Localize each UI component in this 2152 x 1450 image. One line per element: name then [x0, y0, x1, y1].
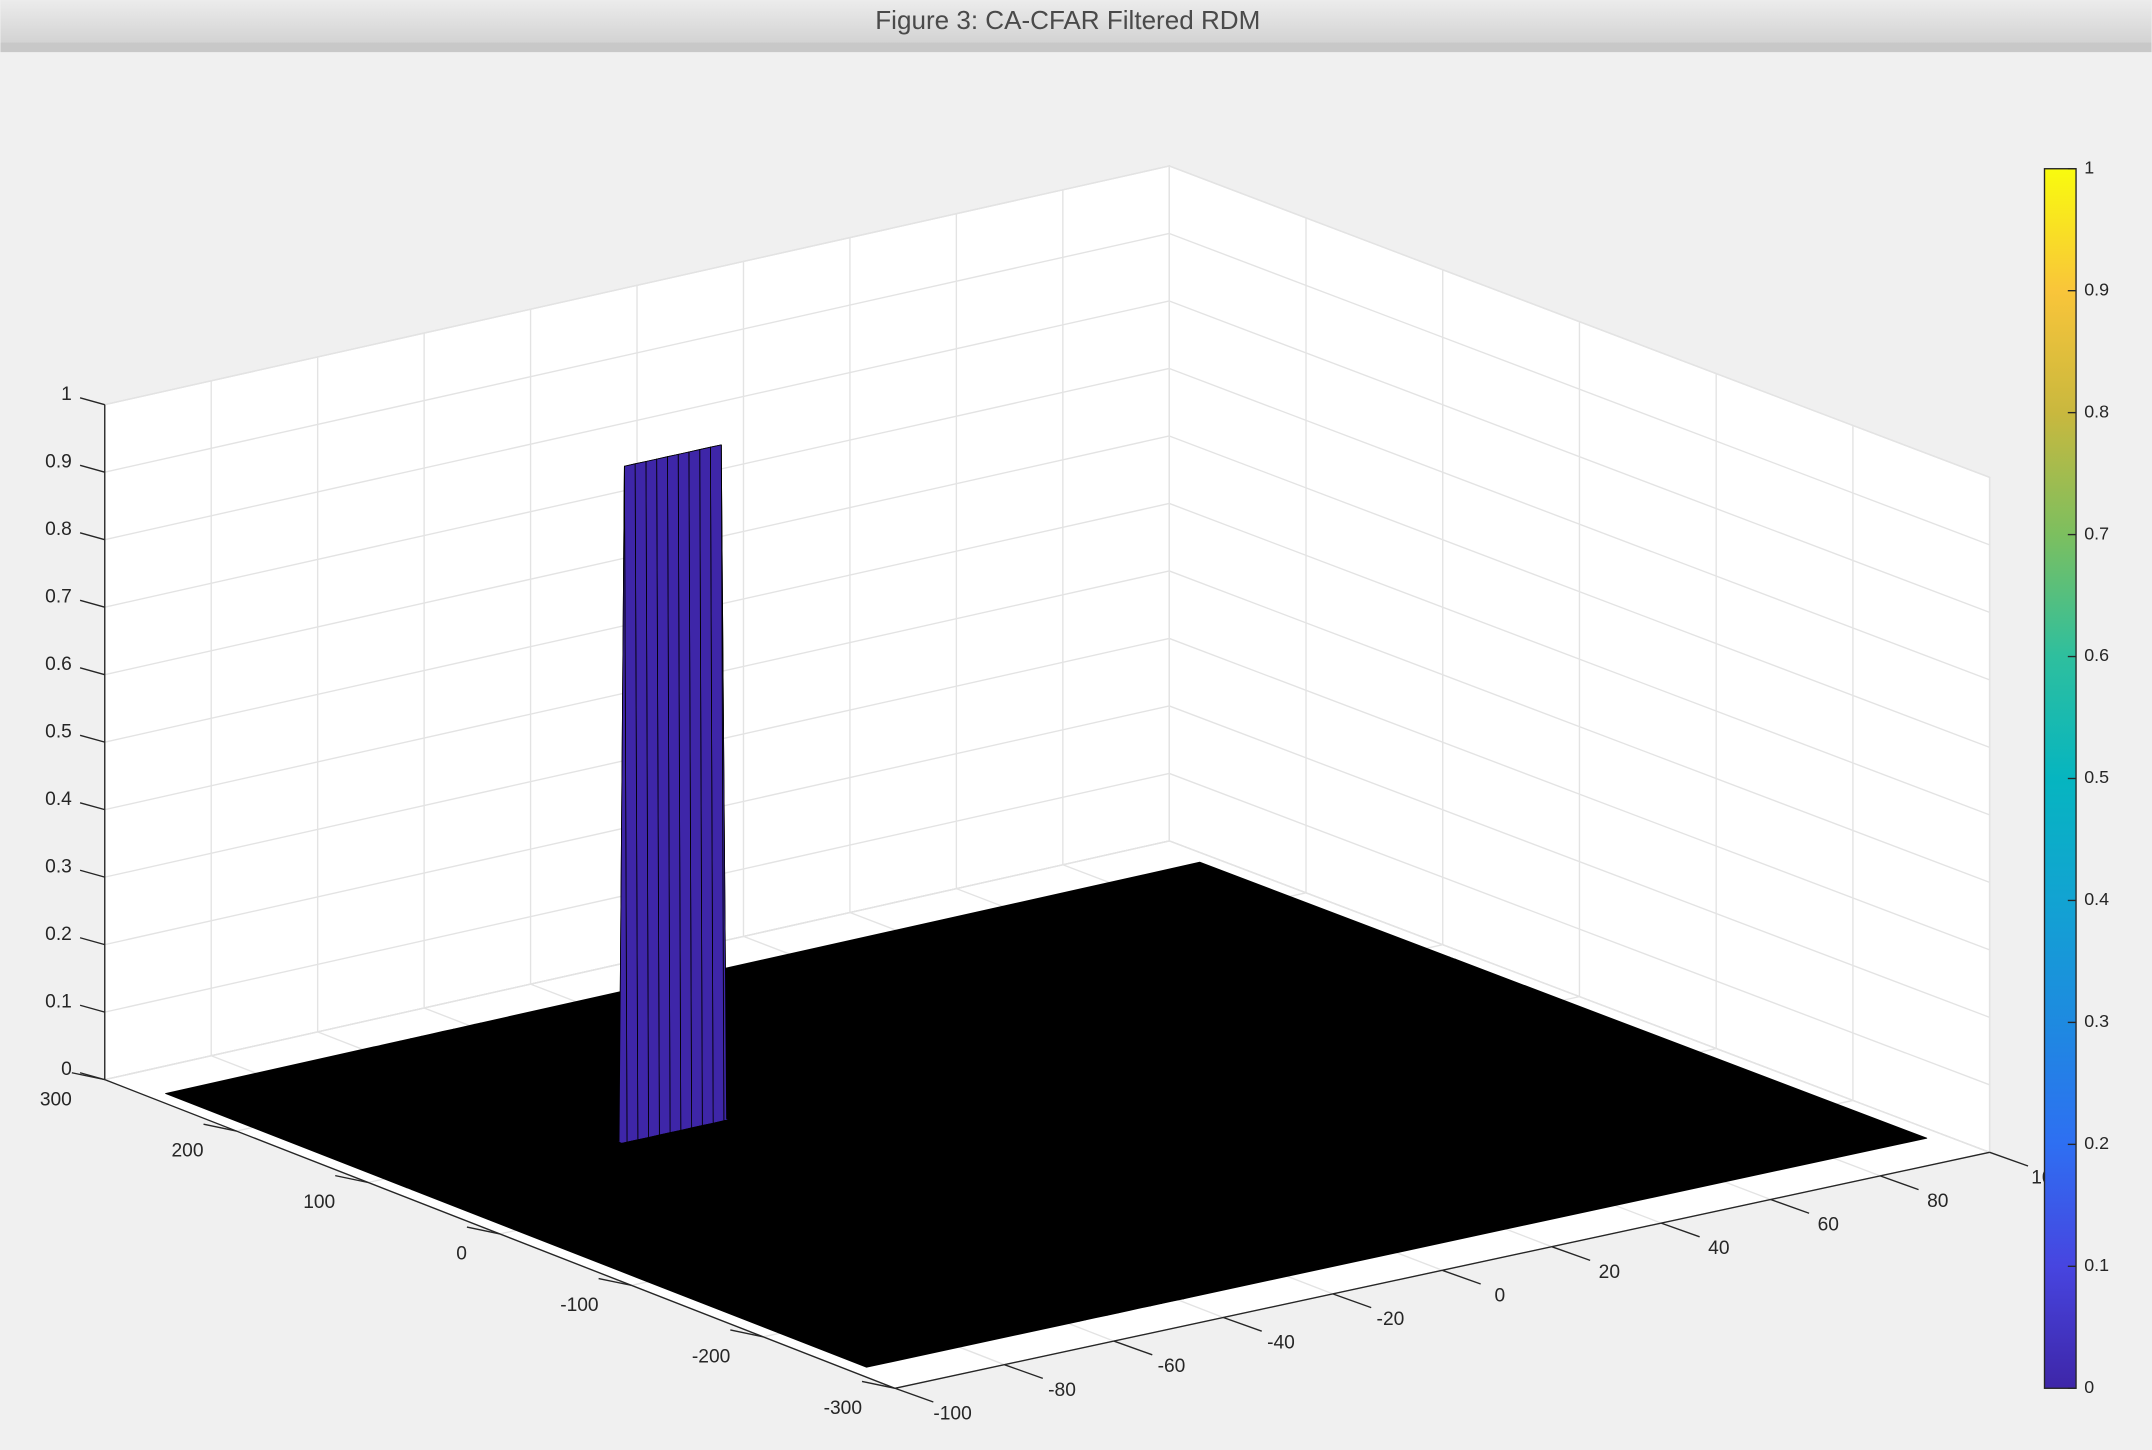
tick-mark	[1332, 1293, 1372, 1309]
window-title: Figure 3: CA-CFAR Filtered RDM	[875, 5, 1260, 35]
grid-line	[1169, 502, 1990, 816]
tick-mark	[79, 397, 105, 406]
colorbar-tick-label: 0	[2084, 1377, 2094, 1397]
axes: 00.10.20.30.40.50.60.70.80.91-300-200-10…	[40, 164, 2063, 1424]
x-tick-label: -40	[1267, 1333, 1295, 1354]
colorbar-tick-label: 0.6	[2084, 645, 2109, 665]
tick-mark	[79, 869, 105, 878]
z-tick-label: 0.1	[45, 992, 72, 1013]
colorbar-tick-label: 1	[2084, 157, 2094, 177]
x-tick-label: 20	[1599, 1262, 1620, 1283]
tick-mark	[79, 532, 105, 541]
tick-mark	[203, 1123, 237, 1132]
tick-mark	[1113, 1340, 1153, 1356]
colorbar-tick-label: 0.5	[2084, 767, 2109, 787]
grid-line	[1169, 570, 1990, 883]
tick-mark	[79, 734, 105, 743]
grid-line	[1169, 705, 1990, 1018]
colorbar-tick-label: 0.1	[2084, 1255, 2109, 1275]
surface-face	[411, 1142, 1081, 1368]
y-tick-label: -300	[824, 1398, 862, 1419]
tick-mark	[79, 937, 105, 946]
y-tick-label: 100	[303, 1192, 335, 1213]
tick-mark	[79, 802, 105, 811]
tick-mark	[1551, 1246, 1591, 1262]
z-tick-label: 0.3	[45, 857, 72, 878]
colorbar: 0 0.1 0.2 0.3 0.4 0.5 0.6 0.7 0.8 0.9 1	[2043, 157, 2109, 1397]
y-tick-label: 0	[456, 1244, 467, 1265]
x-tick-label: -100	[933, 1403, 971, 1424]
tick-mark	[71, 1072, 105, 1081]
z-tick-label: 0	[61, 1059, 72, 1080]
tick-mark	[894, 1387, 934, 1403]
z-tick-label: 0.7	[45, 587, 72, 608]
title-bar	[0, 0, 2152, 43]
y-tick-label: 200	[172, 1141, 204, 1162]
grid-line	[104, 300, 1170, 541]
z-tick-label: 0.5	[45, 722, 72, 743]
colorbar-tick-label: 0.8	[2084, 401, 2109, 421]
z-tick-label: 0.4	[45, 789, 72, 810]
z-tick-label: 0.6	[45, 654, 72, 675]
tick-mark	[598, 1277, 632, 1287]
grid-line	[1169, 300, 1990, 614]
grid-line	[1169, 840, 1990, 1153]
tick-mark	[1660, 1222, 1700, 1238]
tick-mark	[335, 1174, 369, 1184]
z-tick-label: 0.8	[45, 519, 72, 540]
tick-mark	[79, 667, 105, 676]
x-tick-label: 0	[1495, 1285, 1506, 1306]
grid-line	[104, 165, 1170, 406]
z-tick-label: 0.9	[45, 452, 72, 473]
tick-mark	[1442, 1269, 1481, 1285]
grid-line	[104, 232, 1170, 473]
tick-mark	[1223, 1316, 1262, 1332]
x-tick-label: -60	[1158, 1356, 1186, 1377]
tick-mark	[730, 1329, 764, 1338]
colorbar-tick-label: 0.3	[2084, 1011, 2109, 1031]
z-tick-label: 0.2	[45, 924, 72, 945]
tick-mark	[466, 1226, 500, 1235]
tick-mark	[1004, 1364, 1044, 1380]
x-tick-label: -20	[1377, 1309, 1405, 1330]
y-tick-label: -100	[560, 1295, 598, 1316]
grid-line	[1169, 232, 1990, 546]
tick-mark	[861, 1380, 896, 1389]
x-tick-label: 60	[1818, 1215, 1839, 1236]
y-tick-label: -200	[692, 1346, 730, 1367]
grid-line	[1169, 367, 1990, 681]
tick-mark	[1989, 1151, 2029, 1167]
y-tick-label: 300	[40, 1089, 72, 1110]
colorbar-tick-label: 0.2	[2084, 1133, 2109, 1153]
x-tick-label: -80	[1048, 1380, 1076, 1401]
x-tick-label: 40	[1708, 1238, 1729, 1259]
tick-mark	[79, 1004, 105, 1013]
grid-line	[1169, 637, 1990, 951]
grid-line	[1169, 435, 1990, 749]
colorbar-tick-label: 0.7	[2084, 523, 2109, 543]
grid-line	[1169, 165, 1990, 479]
x-tick-label: 80	[1927, 1191, 1948, 1212]
tick-mark	[1879, 1175, 1919, 1191]
toolbar-separator	[0, 42, 2152, 53]
grid-line	[1169, 772, 1990, 1086]
tick-mark	[79, 599, 105, 608]
colorbar-tick-label: 0.4	[2084, 889, 2109, 909]
z-tick-label: 1	[61, 384, 72, 405]
colorbar-tick-label: 0.9	[2084, 279, 2109, 299]
tick-mark	[1770, 1198, 1810, 1214]
tick-mark	[79, 464, 105, 473]
